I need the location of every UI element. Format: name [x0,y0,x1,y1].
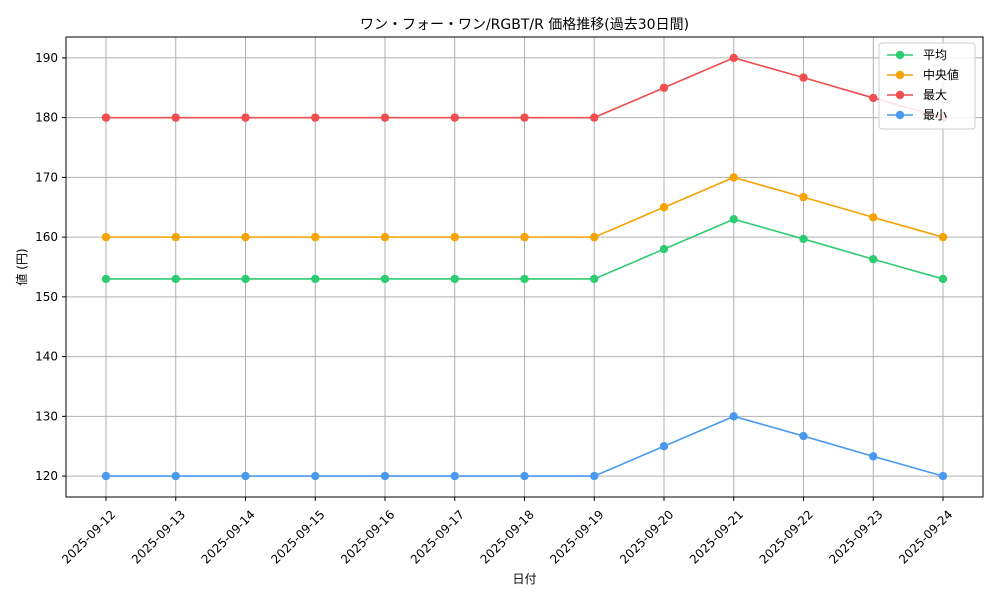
y-tick-label: 140 [35,350,58,364]
y-tick-label: 160 [35,230,58,244]
y-axis-label: 値 (円) [14,248,29,285]
data-point [729,173,738,182]
data-point [799,192,808,202]
legend-marker [895,50,905,60]
data-point [241,113,250,122]
data-point [590,471,599,481]
legend-label: 平均 [923,48,947,62]
data-point [659,244,669,254]
data-point [869,93,878,103]
data-point [520,113,529,122]
data-point [171,232,180,242]
legend-marker [895,70,905,80]
data-point [659,442,669,451]
data-point [799,234,808,244]
data-point [380,232,390,242]
y-tick-label: 170 [35,170,58,184]
legend-label: 最大 [923,88,947,102]
data-point [869,213,878,222]
data-point [729,412,738,421]
data-point [171,274,180,284]
data-point [938,232,948,242]
y-tick-label: 150 [35,290,58,304]
y-tick-label: 120 [35,469,58,483]
legend-entry: 中央値 [887,67,959,82]
y-tick-label: 190 [35,51,58,65]
data-point [869,255,878,264]
data-point [101,471,111,481]
data-point [241,232,250,242]
data-point [450,232,459,242]
data-point [380,274,390,284]
data-point [520,274,529,284]
series-layer [101,53,948,481]
series-0 [101,215,948,284]
data-point [590,113,599,122]
legend-label: 中央値 [923,67,959,82]
data-point [729,53,738,63]
data-point [380,471,390,481]
data-point [101,113,111,122]
data-point [171,113,180,122]
series-1 [101,173,948,242]
data-point [799,73,808,82]
data-point [520,471,529,481]
x-axis-label: 日付 [512,572,536,586]
data-point [101,274,111,284]
data-point [311,232,320,242]
series-3 [101,412,948,481]
data-point [799,431,808,441]
legend-marker [895,90,905,100]
data-point [101,232,111,242]
data-point [659,83,669,92]
chart-title: ワン・フォー・ワン/RGBT/R 価格推移(過去30日間) [360,17,689,33]
data-point [311,274,320,284]
data-point [590,274,599,284]
data-point [450,274,459,284]
data-point [311,113,320,122]
y-tick-label: 130 [35,409,58,423]
data-point [171,471,180,481]
data-point [241,274,250,284]
data-point [380,113,390,122]
y-tick-label: 180 [35,111,58,125]
legend-entry: 最小 [887,108,947,122]
legend-entry: 平均 [887,48,947,62]
data-point [938,274,948,284]
data-point [938,471,948,481]
data-point [659,203,669,212]
data-point [450,471,459,481]
data-point [869,452,878,461]
data-point [311,471,320,481]
data-point [729,215,738,224]
data-point [241,471,250,481]
legend-box [878,42,976,130]
data-point [590,232,599,242]
legend-entry: 最大 [887,88,947,102]
legend-label: 最小 [923,108,947,122]
legend-marker [895,110,905,120]
data-point [520,232,529,242]
data-point [450,113,459,122]
